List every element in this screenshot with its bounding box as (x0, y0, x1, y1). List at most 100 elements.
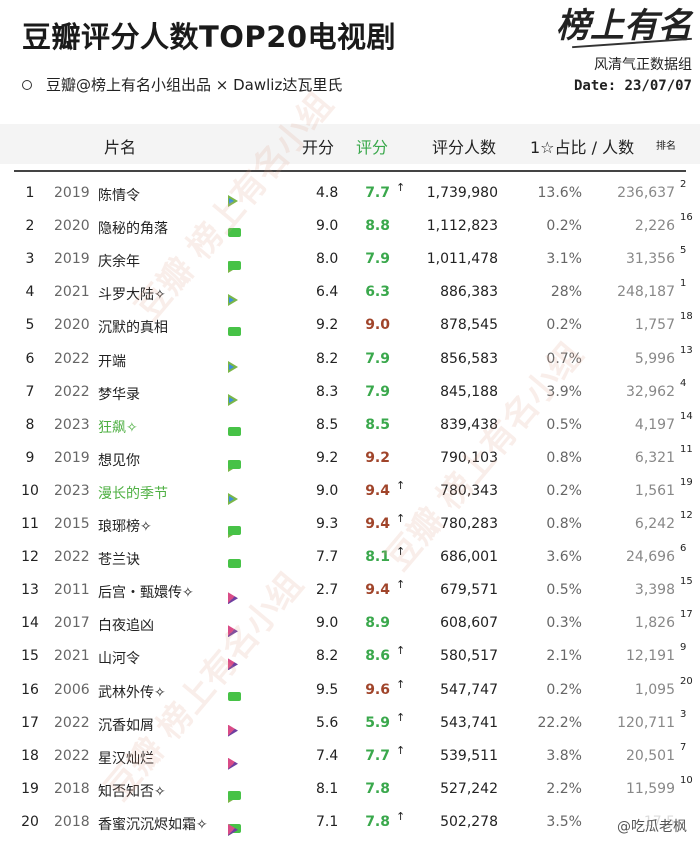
year-cell: 2021 (54, 284, 90, 301)
open-score-cell: 7.4 (316, 747, 339, 764)
trend-arrow: ↑ (396, 512, 406, 525)
one-star-count-cell: 5,996 (634, 350, 675, 367)
table-row: 11 2015 琅琊榜✧ 9.3 9.4 ↑ 780,283 0.8% 6,242 12 (0, 508, 700, 541)
year-cell: 2017 (54, 615, 90, 632)
rank-cell: 1 (25, 185, 35, 201)
one-star-rank-cell: 19 (680, 476, 693, 488)
score-cell: 6.3 (365, 284, 390, 301)
one-star-rank-cell: 9 (680, 642, 687, 654)
rank-cell: 17 (21, 714, 39, 731)
title-cell: 狂飙✧ (98, 419, 138, 436)
mango-icon (228, 724, 238, 737)
one-star-rank-cell: 7 (680, 741, 687, 753)
one-star-pct-cell: 0.5% (546, 416, 582, 433)
iqiyi-icon (228, 261, 241, 271)
table-header: 片名 开分 评分 评分人数 1☆占比 / 人数 排名 (0, 124, 700, 164)
rank-cell: 11 (21, 516, 39, 532)
score-cell: 9.6 (365, 681, 390, 698)
table-row: 16 2006 武林外传✧ 9.5 9.6 ↑ 547,747 0.2% 1,095 20 (0, 674, 700, 707)
title-cell: 开端 (98, 353, 126, 370)
one-star-pct-cell: 0.8% (546, 516, 582, 532)
mango-icon (228, 592, 238, 605)
score-cell: 9.2 (365, 449, 390, 466)
open-score-cell: 5.6 (316, 714, 339, 731)
rating-count-cell: 686,001 (440, 549, 498, 566)
year-cell: 2022 (54, 714, 90, 731)
score-cell: 5.9 (365, 714, 390, 731)
one-star-rank-cell: 4 (680, 377, 687, 389)
one-star-count-cell: 2,226 (634, 218, 675, 235)
rank-cell: 5 (25, 317, 35, 334)
rank-cell: 16 (21, 681, 39, 698)
rank-cell: 19 (21, 780, 39, 797)
iqiyi-icon (228, 559, 241, 569)
open-score-cell: 4.8 (316, 185, 339, 201)
year-cell: 2019 (54, 449, 90, 466)
one-star-rank-cell: 18 (680, 311, 693, 323)
open-score-cell: 8.3 (316, 383, 339, 400)
mango-icon (228, 625, 238, 638)
year-cell: 2022 (54, 549, 90, 566)
play-icon (228, 393, 238, 406)
rating-count-cell: 547,747 (440, 681, 498, 698)
table-row: 19 2018 知否知否✧ 8.1 7.8 527,242 2.2% 11,599 10 (0, 773, 700, 806)
year-cell: 2018 (54, 780, 90, 797)
open-score-cell: 8.2 (316, 350, 339, 367)
table-row: 2 2020 隐秘的角落 9.0 8.8 1,112,823 0.2% 2,226 16 (0, 210, 700, 243)
one-star-rank-cell: 14 (680, 410, 693, 422)
table-row: 18 2022 星汉灿烂 7.4 7.7 ↑ 539,511 3.8% 20,501 7 (0, 740, 700, 773)
iqiyi-icon (228, 691, 241, 701)
one-star-pct-cell: 0.3% (546, 615, 582, 632)
score-cell: 8.1 (365, 549, 390, 566)
one-star-count-cell: 4,197 (634, 416, 675, 433)
open-score-cell: 8.0 (316, 251, 339, 268)
title-cell: 香蜜沉沉烬如霜✧ (98, 816, 208, 833)
one-star-count-cell: 120,711 (617, 714, 675, 731)
col-name: 片名 (104, 138, 137, 157)
table-row: 10 2023 漫长的季节 9.0 9.4 ↑ 780,343 0.2% 1,561 19 (0, 475, 700, 508)
one-star-pct-cell: 13.6% (537, 185, 582, 201)
one-star-rank-cell: 6 (680, 543, 687, 555)
rank-cell: 8 (25, 416, 35, 433)
year-cell: 2019 (54, 251, 90, 268)
score-cell: 8.9 (365, 615, 390, 632)
score-cell: 9.4 (365, 582, 390, 599)
subtitle: 豆瓣@榜上有名小组出品 × Dawliz达瓦里氏 (22, 74, 342, 95)
rank-cell: 7 (25, 383, 35, 400)
org-name: 风清气正数据组 (594, 57, 692, 73)
rank-cell: 4 (25, 284, 35, 301)
year-cell: 2023 (54, 482, 90, 499)
one-star-rank-cell: 16 (680, 212, 693, 224)
rank-cell: 20 (21, 813, 39, 830)
year-cell: 2019 (54, 185, 90, 201)
one-star-count-cell: 24,696 (626, 549, 675, 566)
table-row: 3 2019 庆余年 8.0 7.9 1,011,478 3.1% 31,356 5 (0, 243, 700, 276)
title-cell: 隐秘的角落 (98, 221, 168, 238)
year-cell: 2022 (54, 747, 90, 764)
rating-count-cell: 608,607 (440, 615, 498, 632)
year-cell: 2022 (54, 383, 90, 400)
trend-arrow: ↑ (396, 644, 406, 658)
one-star-count-cell: 20,501 (626, 747, 675, 764)
one-star-pct-cell: 0.2% (546, 681, 582, 698)
col-score: 评分 (356, 138, 389, 157)
one-star-count-cell: 32,962 (626, 383, 675, 400)
score-cell: 9.4 (365, 516, 390, 532)
open-score-cell: 7.7 (316, 549, 339, 566)
brand-block: 榜上有名 风清气正数据组 Date: 23/07/07 (556, 6, 692, 94)
rating-count-cell: 780,283 (440, 516, 498, 532)
iqiyi-icon (228, 790, 241, 800)
one-star-rank-cell: 20 (680, 675, 693, 687)
one-star-rank-cell: 11 (680, 443, 693, 455)
title-cell: 山河令 (98, 651, 140, 668)
play-icon (228, 195, 238, 207)
weibo-handle: @吃瓜老枫 (614, 815, 690, 837)
one-star-pct-cell: 3.6% (546, 549, 582, 566)
iqiyi-icon (228, 426, 241, 436)
table-row: 9 2019 想见你 9.2 9.2 790,103 0.8% 6,321 11 (0, 442, 700, 475)
rating-count-cell: 790,103 (440, 449, 498, 466)
subtitle-text: 豆瓣@榜上有名小组出品 × Dawliz达瓦里氏 (46, 76, 343, 94)
rank-cell: 10 (21, 482, 39, 499)
one-star-count-cell: 6,242 (634, 516, 675, 532)
open-score-cell: 8.2 (316, 648, 339, 665)
